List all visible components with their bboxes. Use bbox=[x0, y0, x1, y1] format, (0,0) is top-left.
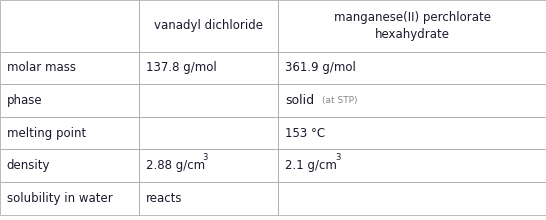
Text: 153 °C: 153 °C bbox=[285, 126, 325, 140]
Bar bbox=[139, 149, 278, 182]
Bar bbox=[0, 0, 139, 52]
Text: reacts: reacts bbox=[146, 192, 182, 205]
Bar bbox=[0, 52, 139, 84]
Text: 3: 3 bbox=[202, 153, 207, 162]
Bar bbox=[278, 182, 546, 214]
Bar bbox=[139, 52, 278, 84]
Bar bbox=[278, 149, 546, 182]
Text: 3: 3 bbox=[335, 153, 341, 162]
Bar bbox=[278, 117, 546, 149]
Bar bbox=[0, 149, 139, 182]
Bar bbox=[139, 182, 278, 214]
Text: 2.88 g/cm: 2.88 g/cm bbox=[146, 159, 205, 172]
Text: melting point: melting point bbox=[7, 126, 86, 140]
Text: vanadyl dichloride: vanadyl dichloride bbox=[155, 19, 263, 32]
Text: molar mass: molar mass bbox=[7, 61, 75, 75]
Text: (at STP): (at STP) bbox=[322, 96, 358, 105]
Bar bbox=[0, 182, 139, 214]
Text: solubility in water: solubility in water bbox=[7, 192, 112, 205]
Text: density: density bbox=[7, 159, 50, 172]
Text: phase: phase bbox=[7, 94, 42, 107]
Text: 361.9 g/mol: 361.9 g/mol bbox=[285, 61, 356, 75]
Bar bbox=[278, 52, 546, 84]
Bar bbox=[139, 84, 278, 117]
Bar bbox=[139, 117, 278, 149]
Bar bbox=[139, 0, 278, 52]
Bar bbox=[0, 84, 139, 117]
Bar bbox=[278, 84, 546, 117]
Text: manganese(II) perchlorate
hexahydrate: manganese(II) perchlorate hexahydrate bbox=[334, 11, 491, 41]
Bar bbox=[278, 0, 546, 52]
Text: 2.1 g/cm: 2.1 g/cm bbox=[285, 159, 337, 172]
Text: solid: solid bbox=[285, 94, 314, 107]
Bar bbox=[0, 117, 139, 149]
Text: 137.8 g/mol: 137.8 g/mol bbox=[146, 61, 217, 75]
